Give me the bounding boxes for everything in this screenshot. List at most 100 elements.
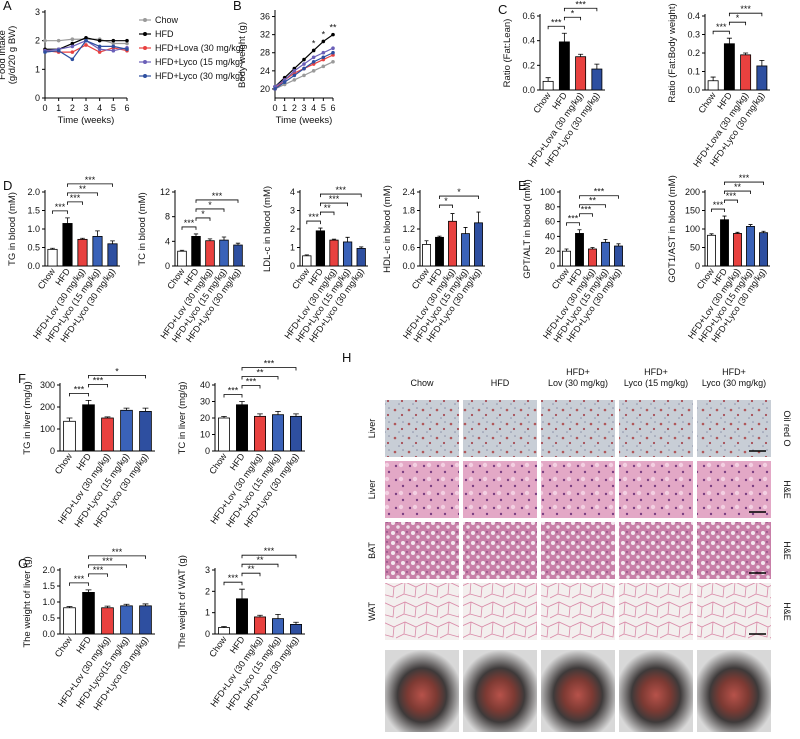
error-bar [207,238,213,241]
error-bar [594,63,600,70]
mouse-photo [541,650,615,732]
x-tick-label: 2 [292,103,297,113]
bar [422,244,431,267]
y-axis-label: Body weight (g) [237,22,248,88]
error-bar [304,254,309,256]
bar [236,598,248,635]
significance-label: *** [70,193,81,203]
y-tick-label: 1 [290,243,295,253]
error-bar [564,248,569,252]
mouse-photo [697,650,771,732]
point [311,48,316,53]
bar [290,624,302,635]
point [97,44,102,49]
significance-label: ** [79,184,87,194]
point [111,38,116,43]
significance-label: *** [112,547,123,557]
bar [177,250,187,267]
error-bar [759,60,765,66]
y-tick-label: 0.0 [687,85,700,95]
bar [474,222,483,267]
point [97,38,102,43]
error-bar [359,246,364,249]
bar [77,238,88,267]
significance-bracket [728,12,763,17]
point [84,38,88,43]
significance-label: ** [589,196,597,206]
column-label: Lov (30 mg/kg) [548,378,608,388]
legend-label: HFD+Lyco (15 mg/kg) [155,57,243,67]
bar [575,56,587,91]
y-tick-label: 1.8 [402,206,415,216]
error-bar [743,52,749,55]
y-tick-label: 1.0 [27,224,40,234]
bar [233,244,243,267]
micrograph [697,461,771,518]
significance-bracket [439,195,479,200]
y-axis-label: GOT1/AST in blood (mM) [667,175,678,283]
error-bar [450,213,455,222]
error-bar [578,53,584,57]
significance-bracket [67,201,83,205]
bar [47,248,58,267]
legend-marker [143,46,147,50]
bar [92,235,103,267]
point [111,44,116,49]
significance-bracket [320,202,348,207]
y-tick-label: 3 [290,206,295,216]
annotation: * [312,38,316,48]
y-tick-label: 2 [205,586,210,596]
y-tick-label: 0.5 [42,613,55,623]
panel-letter: E [518,178,527,193]
point [111,48,116,53]
micrograph [619,583,693,640]
significance-bracket [711,208,725,213]
y-tick-label: 0.0 [27,261,40,271]
significance-label: ** [256,368,264,378]
point [84,36,88,40]
significance-bracket [320,211,335,216]
bar [272,618,284,635]
y-axis-label: TG in liver (mg/g) [22,381,33,454]
significance-label: *** [74,384,85,394]
error-bar [257,614,263,617]
bar [236,404,248,452]
column-label: HFD [491,378,510,388]
point [331,46,335,51]
significance-label: ** [734,182,742,192]
point [302,57,306,62]
y-tick-label: 1 [35,64,40,74]
y-axis-label: HDL-c in blood (mM) [382,185,393,273]
significance-label: ** [256,555,264,565]
significance-label: ** [324,203,332,213]
y-tick-label: 3 [205,565,210,575]
y-tick-label: 32 [260,30,270,40]
error-bar [65,217,70,224]
y-tick-label: 0.2 [522,60,535,70]
bar [575,233,584,267]
point [56,38,61,43]
x-tick-label: 4 [97,103,102,113]
error-bar [142,407,149,412]
y-tick-label: 1 [205,608,210,618]
y-tick-label: 0 [205,629,210,639]
bar [707,234,716,267]
significance-bracket [439,204,453,209]
y-tick-label: 0 [550,261,555,271]
legend-label: HFD [155,29,174,39]
point [311,55,316,60]
y-tick-label: 4 [290,187,295,197]
bar [461,233,470,267]
bar [329,239,339,267]
significance-label: * [115,366,119,376]
y-axis-label: TC in liver (mg/g) [177,382,188,455]
error-bar [110,240,115,244]
bar [63,420,76,452]
y-tick-label: 0.6 [402,243,415,253]
error-bar [603,238,608,243]
micrograph [541,400,615,457]
significance-label: *** [336,185,347,195]
significance-bracket [241,554,297,559]
point [111,41,116,46]
